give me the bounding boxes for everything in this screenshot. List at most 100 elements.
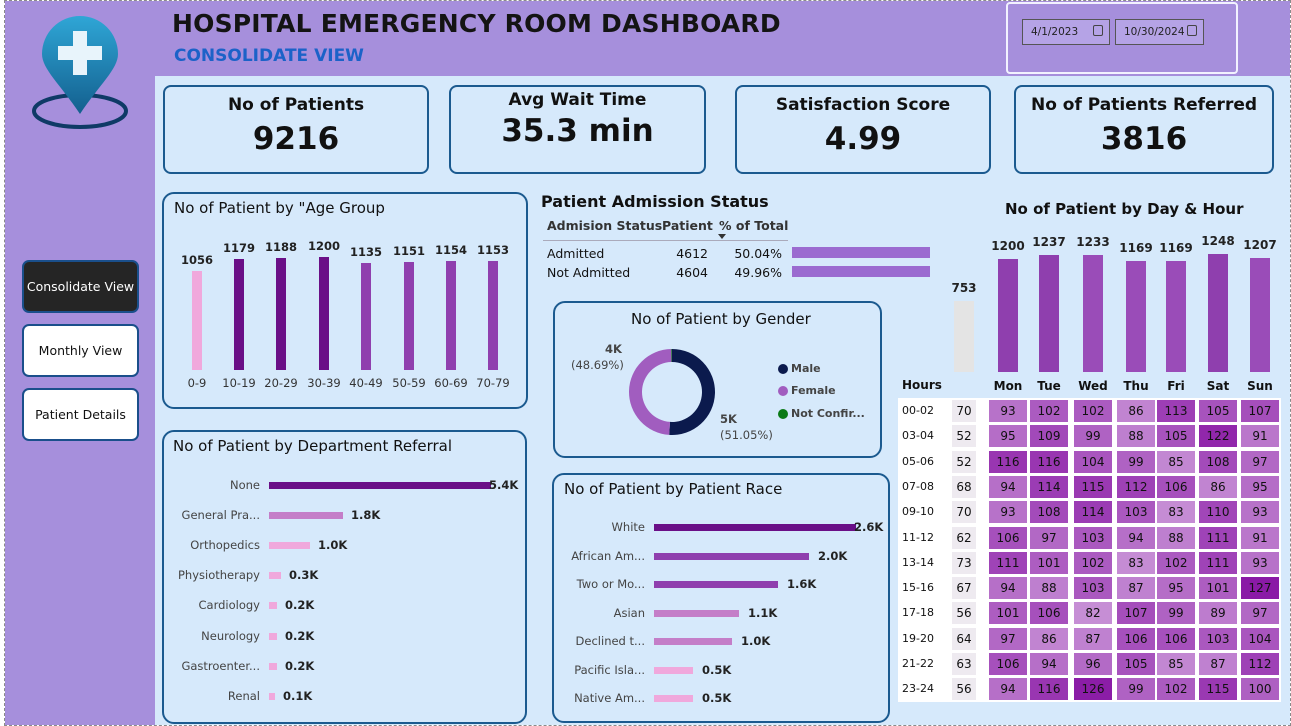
day-total-bar[interactable]	[998, 259, 1018, 372]
heatmap-cell[interactable]: 68	[952, 475, 976, 498]
nav-consolidate-view[interactable]: Consolidate View	[22, 260, 139, 313]
start-date-input[interactable]: 4/1/2023	[1022, 19, 1110, 45]
heatmap-cell[interactable]: 82	[1074, 602, 1112, 625]
heatmap-cell[interactable]: 103	[1074, 526, 1112, 549]
day-total-bar[interactable]	[1250, 258, 1270, 372]
department-bar[interactable]	[269, 572, 281, 580]
heatmap-cell[interactable]: 70	[952, 400, 976, 422]
age-bar[interactable]	[192, 271, 202, 370]
sort-desc-icon[interactable]	[718, 234, 726, 239]
heatmap-cell[interactable]: 63	[952, 653, 976, 675]
heatmap-cell[interactable]: 94	[1117, 526, 1155, 549]
heatmap-cell[interactable]: 93	[1241, 501, 1279, 524]
heatmap-cell[interactable]: 85	[1157, 450, 1195, 473]
department-bar[interactable]	[269, 662, 277, 670]
day-total-bar[interactable]	[1039, 255, 1059, 372]
heatmap-cell[interactable]: 127	[1241, 577, 1279, 600]
heatmap-cell[interactable]: 85	[1157, 653, 1195, 675]
heatmap-cell[interactable]: 122	[1199, 425, 1237, 448]
heatmap-cell[interactable]: 126	[1074, 678, 1112, 701]
heatmap-cell[interactable]: 101	[1030, 551, 1068, 574]
age-bar[interactable]	[488, 261, 498, 370]
race-bar[interactable]	[654, 581, 778, 588]
heatmap-cell[interactable]: 96	[1074, 653, 1112, 675]
heatmap-cell[interactable]: 95	[1241, 475, 1279, 498]
heatmap-cell[interactable]: 86	[1030, 627, 1068, 650]
race-bar[interactable]	[654, 609, 739, 617]
heatmap-cell[interactable]: 91	[1241, 526, 1279, 549]
heatmap-cell[interactable]: 93	[989, 501, 1027, 524]
department-bar[interactable]	[269, 512, 343, 520]
age-bar[interactable]	[276, 258, 286, 370]
heatmap-cell[interactable]: 107	[1241, 400, 1279, 422]
heatmap-cell[interactable]: 101	[1199, 577, 1237, 600]
heatmap-cell[interactable]: 106	[1157, 475, 1195, 498]
day-total-bar[interactable]	[954, 301, 974, 372]
heatmap-cell[interactable]: 86	[1199, 475, 1237, 498]
day-total-bar[interactable]	[1083, 255, 1103, 372]
heatmap-cell[interactable]: 99	[1117, 678, 1155, 701]
day-total-bar[interactable]	[1166, 261, 1186, 372]
heatmap-cell[interactable]: 106	[989, 526, 1027, 549]
age-bar[interactable]	[404, 262, 414, 370]
heatmap-cell[interactable]: 93	[1241, 551, 1279, 574]
heatmap-cell[interactable]: 89	[1199, 602, 1237, 625]
heatmap-cell[interactable]: 115	[1074, 475, 1112, 498]
department-bar[interactable]	[269, 542, 310, 550]
heatmap-cell[interactable]: 91	[1241, 425, 1279, 448]
heatmap-cell[interactable]: 88	[1157, 526, 1195, 549]
heatmap-cell[interactable]: 87	[1074, 627, 1112, 650]
heatmap-cell[interactable]: 64	[952, 627, 976, 650]
heatmap-cell[interactable]: 99	[1117, 450, 1155, 473]
heatmap-cell[interactable]: 83	[1117, 551, 1155, 574]
admission-pct-bar[interactable]	[792, 247, 930, 258]
heatmap-cell[interactable]: 116	[1030, 678, 1068, 701]
heatmap-cell[interactable]: 112	[1241, 653, 1279, 675]
heatmap-cell[interactable]: 103	[1199, 627, 1237, 650]
heatmap-cell[interactable]: 107	[1117, 602, 1155, 625]
heatmap-cell[interactable]: 70	[952, 501, 976, 524]
heatmap-cell[interactable]: 94	[989, 475, 1027, 498]
admission-pct-bar[interactable]	[792, 266, 930, 277]
calendar-icon[interactable]	[1093, 25, 1103, 36]
heatmap-cell[interactable]: 99	[1157, 602, 1195, 625]
heatmap-cell[interactable]: 105	[1199, 400, 1237, 422]
heatmap-cell[interactable]: 104	[1241, 627, 1279, 650]
heatmap-cell[interactable]: 101	[989, 602, 1027, 625]
heatmap-cell[interactable]: 108	[1030, 501, 1068, 524]
heatmap-cell[interactable]: 88	[1117, 425, 1155, 448]
heatmap-cell[interactable]: 67	[952, 577, 976, 600]
heatmap-cell[interactable]: 116	[1030, 450, 1068, 473]
heatmap-cell[interactable]: 105	[1157, 425, 1195, 448]
department-bar[interactable]	[269, 632, 277, 640]
heatmap-cell[interactable]: 52	[952, 450, 976, 473]
department-bar[interactable]	[269, 602, 277, 610]
heatmap-cell[interactable]: 105	[1117, 653, 1155, 675]
calendar-icon[interactable]	[1187, 25, 1197, 36]
heatmap-cell[interactable]: 111	[1199, 526, 1237, 549]
department-bar[interactable]	[269, 692, 275, 700]
heatmap-cell[interactable]: 110	[1199, 501, 1237, 524]
heatmap-cell[interactable]: 97	[1030, 526, 1068, 549]
heatmap-cell[interactable]: 99	[1074, 425, 1112, 448]
heatmap-cell[interactable]: 62	[952, 526, 976, 549]
age-bar[interactable]	[446, 261, 456, 370]
heatmap-cell[interactable]: 116	[989, 450, 1027, 473]
heatmap-cell[interactable]: 102	[1157, 551, 1195, 574]
race-bar[interactable]	[654, 638, 732, 645]
heatmap-cell[interactable]: 114	[1074, 501, 1112, 524]
heatmap-cell[interactable]: 83	[1157, 501, 1195, 524]
heatmap-cell[interactable]: 88	[1030, 577, 1068, 600]
heatmap-cell[interactable]: 94	[989, 577, 1027, 600]
heatmap-cell[interactable]: 100	[1241, 678, 1279, 701]
race-bar[interactable]	[654, 666, 693, 674]
heatmap-cell[interactable]: 52	[952, 425, 976, 448]
end-date-input[interactable]: 10/30/2024	[1115, 19, 1204, 45]
heatmap-cell[interactable]: 87	[1199, 653, 1237, 675]
heatmap-cell[interactable]: 102	[1157, 678, 1195, 701]
legend-male[interactable]: Male	[791, 362, 821, 375]
race-bar[interactable]	[654, 695, 693, 702]
heatmap-cell[interactable]: 56	[952, 678, 976, 701]
heatmap-cell[interactable]: 108	[1199, 450, 1237, 473]
heatmap-cell[interactable]: 106	[989, 653, 1027, 675]
